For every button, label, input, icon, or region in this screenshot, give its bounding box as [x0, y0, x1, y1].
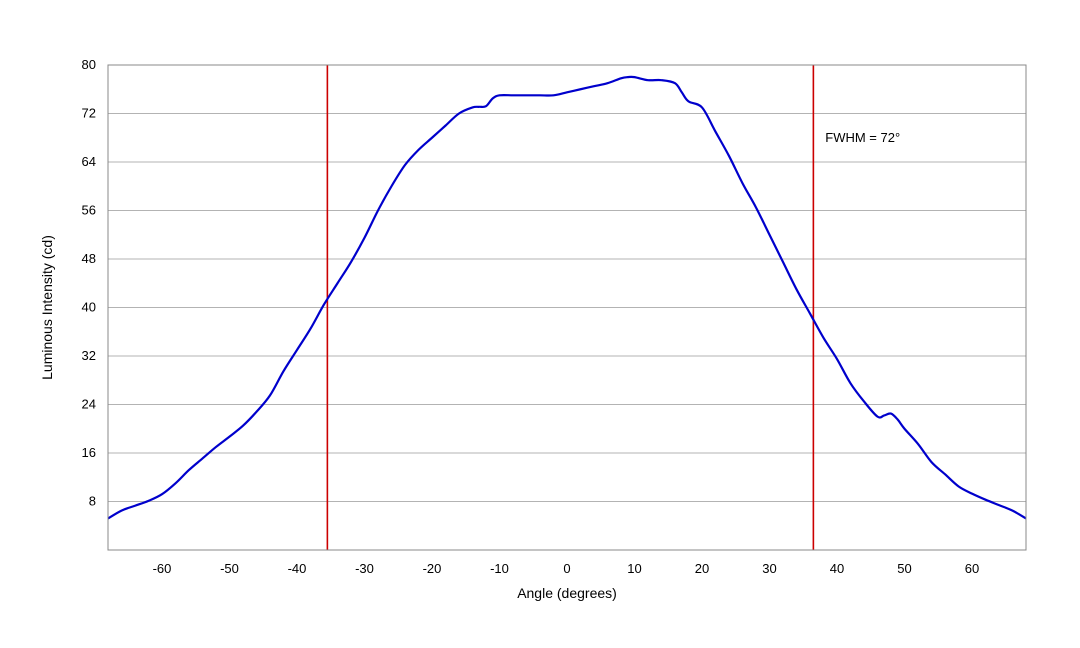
- x-axis-title: Angle (degrees): [517, 585, 617, 601]
- y-tick-label: 32: [82, 348, 96, 363]
- annotations: FWHM = 72°: [825, 130, 900, 145]
- plot-area-border: [107, 64, 1027, 551]
- x-tick-label: 0: [563, 561, 570, 576]
- x-tick-label: 20: [695, 561, 709, 576]
- x-tick-label: -60: [153, 561, 172, 576]
- reference-lines: [326, 65, 815, 550]
- x-tick-label: -10: [490, 561, 509, 576]
- y-tick-label: 40: [82, 300, 96, 315]
- y-tick-label: 48: [82, 251, 96, 266]
- y-tick-label: 80: [82, 57, 96, 72]
- fwhm-annotation: FWHM = 72°: [825, 130, 900, 145]
- y-tick-label: 24: [82, 397, 96, 412]
- x-tick-label: -30: [355, 561, 374, 576]
- y-tick-label: 72: [82, 106, 96, 121]
- y-tick-label: 56: [82, 203, 96, 218]
- series-layer: [107, 75, 1027, 520]
- x-tick-label: 40: [830, 561, 844, 576]
- x-tick-label: -20: [423, 561, 442, 576]
- x-tick-label: 60: [965, 561, 979, 576]
- x-tick-label: 10: [627, 561, 641, 576]
- y-tick-label: 8: [89, 494, 96, 509]
- x-tick-label: 30: [762, 561, 776, 576]
- x-tick-label: -50: [220, 561, 239, 576]
- x-tick-label: 50: [897, 561, 911, 576]
- x-tick-label: -40: [288, 561, 307, 576]
- y-tick-label: 64: [82, 154, 96, 169]
- y-tick-label: 16: [82, 445, 96, 460]
- intensity-series-line: [107, 75, 1027, 520]
- y-axis-title: Luminous Intensity (cd): [39, 235, 55, 380]
- tick-labels: 8 16 24 32 40 48 56 64 72 80 -60 -50 -40 -30 -20 -10 0 10…: [82, 57, 980, 576]
